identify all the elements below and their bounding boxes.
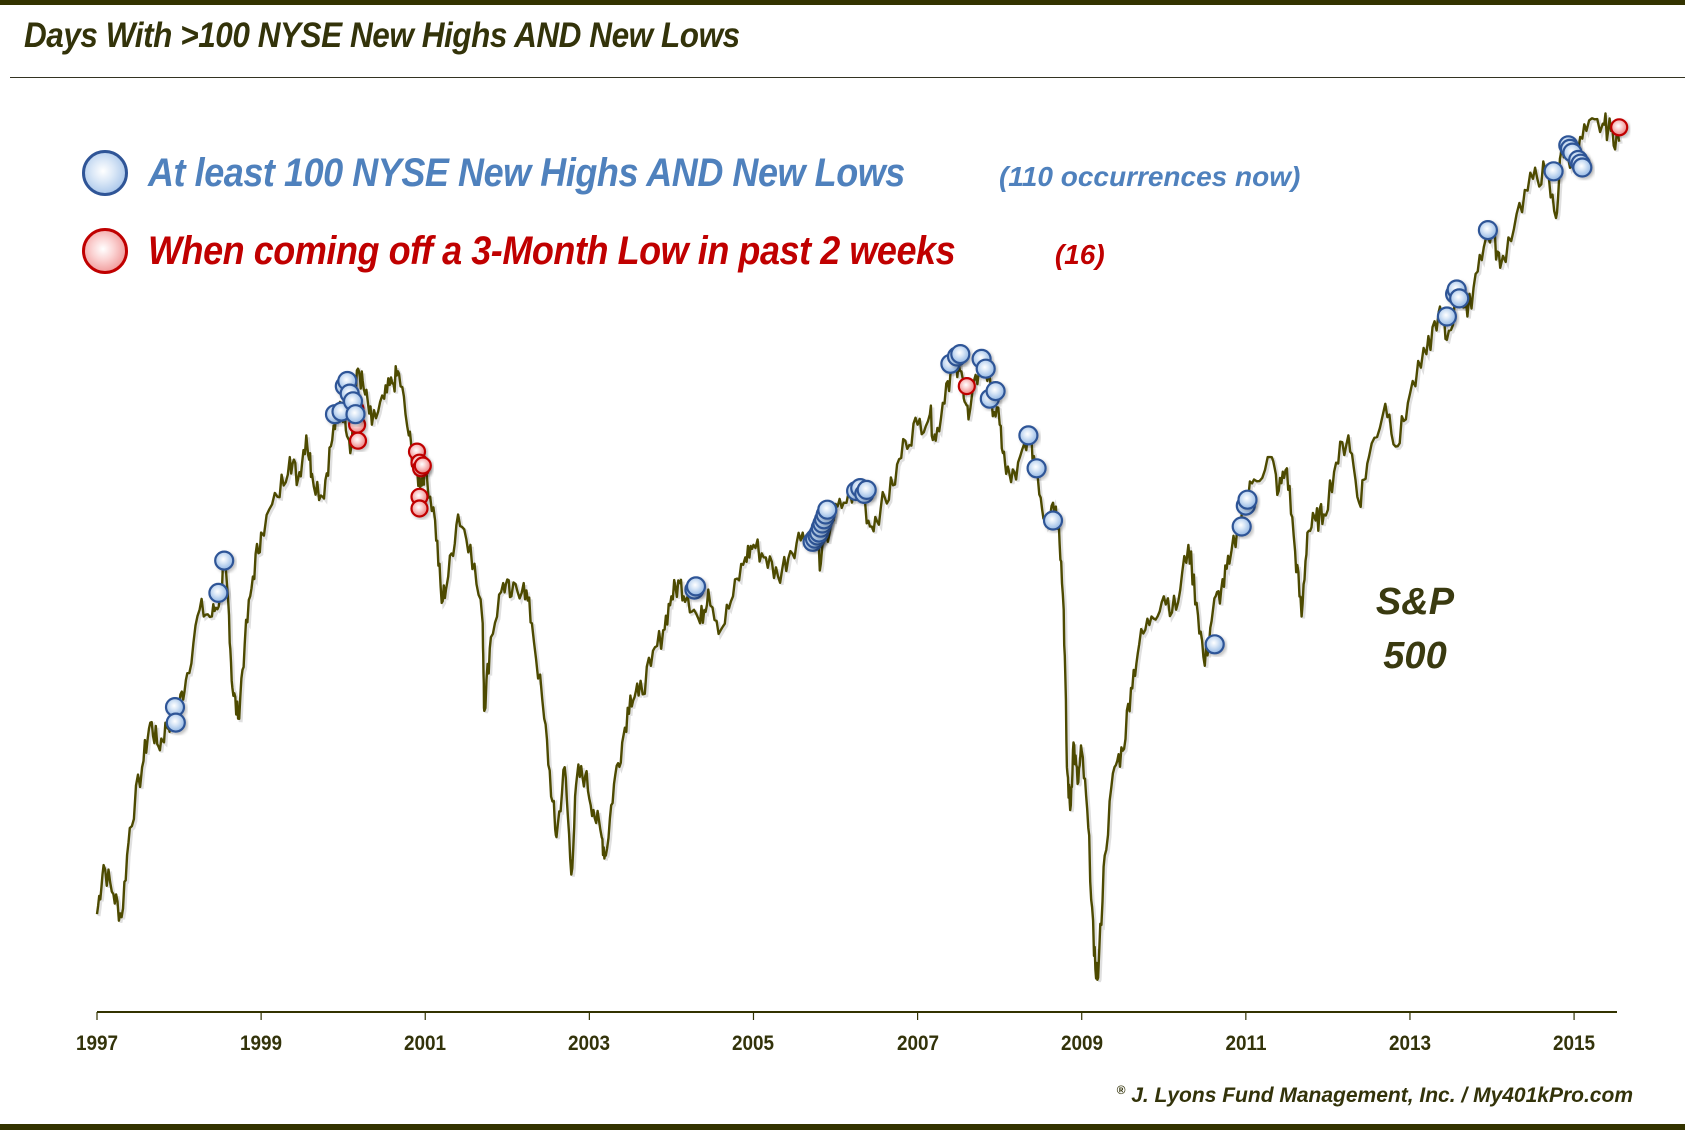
blue-event-marker — [1572, 157, 1593, 178]
blue-circle-marker-icon — [82, 150, 128, 196]
x-tick-label: 2011 — [1225, 1032, 1267, 1055]
sp500-line — [95, 112, 1621, 981]
blue-event-marker — [685, 576, 707, 597]
x-tick-label: 2007 — [896, 1032, 939, 1055]
x-tick-label: 2013 — [1388, 1032, 1431, 1055]
blue-event-marker — [1204, 634, 1225, 655]
x-tick-label: 2005 — [732, 1032, 775, 1055]
chart-title: Days With >100 NYSE New Highs AND New Lo… — [24, 16, 740, 55]
blue-event-marker — [214, 550, 235, 571]
red-event-marker — [957, 377, 976, 396]
x-tick-label: 1999 — [240, 1032, 283, 1055]
legend-text-blue: At least 100 NYSE New Highs AND New Lows… — [148, 151, 1300, 196]
bottom-border-bar — [0, 1124, 1685, 1130]
x-tick-label: 2015 — [1553, 1032, 1596, 1055]
blue-event-marker — [856, 479, 877, 500]
red-event-marker — [348, 431, 368, 450]
legend-text-red: When coming off a 3-Month Low in past 2 … — [148, 229, 1105, 274]
legend-item-blue: At least 100 NYSE New Highs AND New Lows… — [82, 150, 1300, 196]
blue-event-marker — [1543, 161, 1564, 182]
blue-event-marker — [1436, 306, 1458, 327]
registered-symbol: ® — [1116, 1083, 1126, 1097]
legend-note-blue: (110 occurrences now) — [998, 160, 1301, 192]
blue-event-marker — [1231, 516, 1252, 537]
red-event-marker — [413, 456, 432, 475]
blue-event-marker — [817, 499, 838, 520]
x-tick-label: 2009 — [1060, 1032, 1103, 1055]
x-tick-label: 2003 — [568, 1032, 611, 1055]
series-label-line1: S&P — [1375, 581, 1455, 623]
blue-event-marker — [1026, 458, 1047, 479]
x-tick-label: 2001 — [404, 1032, 447, 1055]
blue-event-marker — [975, 358, 996, 379]
blue-event-marker — [1477, 220, 1499, 241]
red-circle-marker-icon — [82, 228, 128, 274]
blue-event-marker — [985, 381, 1006, 402]
event-markers — [164, 118, 1629, 733]
blue-event-marker — [1449, 288, 1470, 309]
red-event-marker — [1610, 118, 1629, 137]
blue-event-marker — [165, 712, 186, 733]
footer-credit: ® J. Lyons Fund Management, Inc. / My401… — [1117, 1083, 1633, 1108]
blue-event-marker — [208, 582, 229, 604]
footer-credit-text: J. Lyons Fund Management, Inc. / My401kP… — [1131, 1084, 1633, 1107]
series-label-line2: 500 — [1383, 635, 1447, 677]
blue-event-marker — [1018, 425, 1039, 446]
series-label-sp500: S&P 500 — [1365, 575, 1465, 683]
legend-note-red: (16) — [1054, 238, 1105, 270]
blue-event-marker — [1042, 510, 1064, 531]
legend-label-blue: At least 100 NYSE New Highs AND New Lows — [148, 150, 905, 195]
blue-event-marker — [950, 344, 971, 365]
legend-label-red: When coming off a 3-Month Low in past 2 … — [148, 228, 956, 273]
top-border-bar — [0, 0, 1685, 5]
sp500-price-line — [95, 112, 1623, 983]
red-event-marker — [410, 499, 429, 518]
x-axis — [96, 1011, 1617, 1020]
title-divider — [10, 77, 1685, 78]
blue-event-marker — [1237, 489, 1258, 510]
legend-item-red: When coming off a 3-Month Low in past 2 … — [82, 228, 1105, 274]
x-tick-label: 1997 — [75, 1032, 119, 1055]
blue-event-marker — [345, 404, 366, 425]
